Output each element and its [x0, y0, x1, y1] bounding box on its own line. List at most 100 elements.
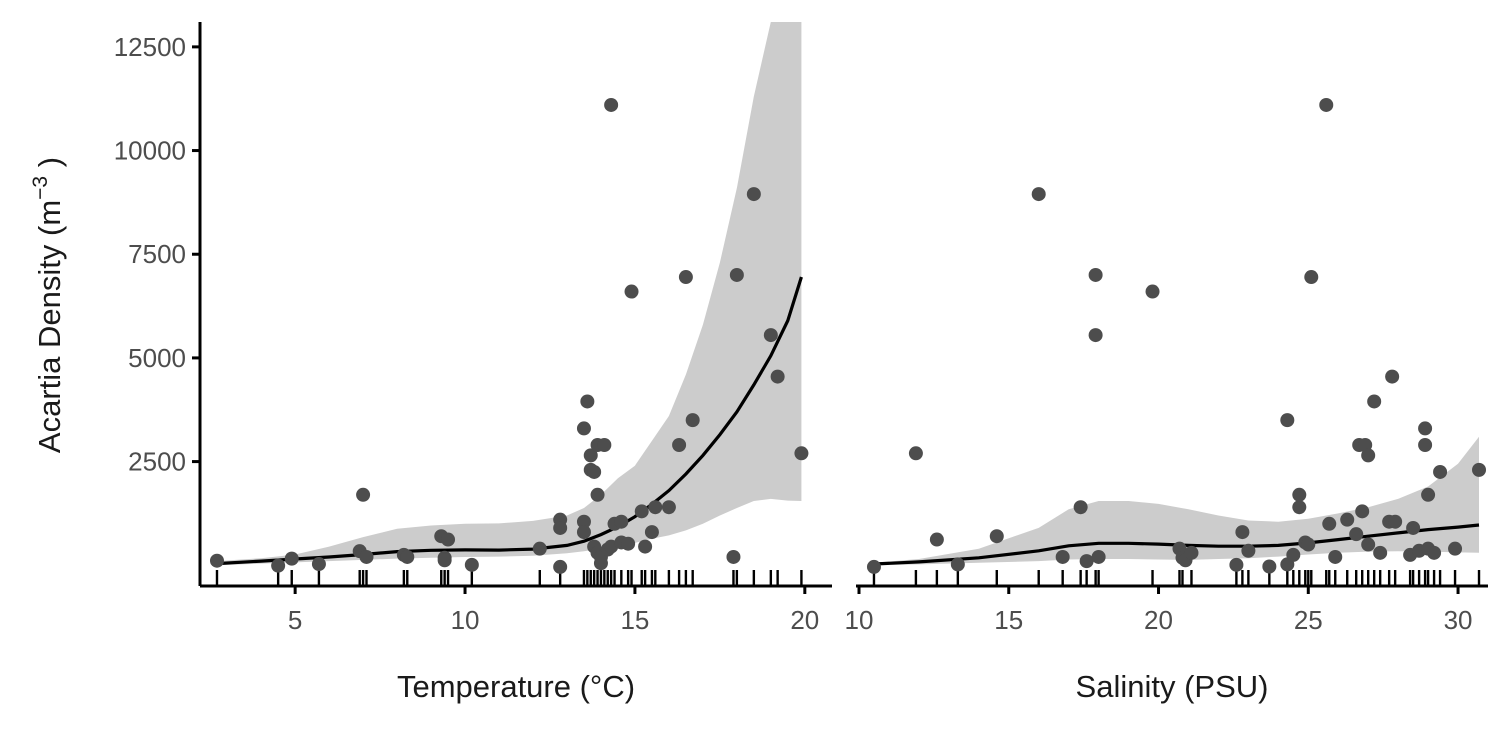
temperature-data-point: [587, 464, 602, 479]
temperature-x-tick-label: 15: [620, 605, 649, 635]
temperature-data-point: [576, 525, 591, 540]
y-tick-label: 12500: [114, 32, 186, 62]
temperature-x-tick-label: 5: [288, 605, 302, 635]
salinity-data-point: [1433, 464, 1448, 479]
salinity-data-point: [1031, 187, 1046, 202]
x-axis-title-salinity: Salinity (PSU): [1076, 669, 1269, 704]
salinity-data-point: [1145, 284, 1160, 299]
salinity-data-point: [1091, 549, 1106, 564]
temperature-data-point: [644, 525, 659, 540]
temperature-x-tick-label: 20: [790, 605, 819, 635]
temperature-confidence-band: [217, 22, 802, 566]
salinity-smooth-line: [873, 523, 1480, 566]
temperature-data-point: [532, 541, 547, 556]
salinity-data-point: [1184, 545, 1199, 560]
temperature-data-point: [763, 328, 778, 343]
salinity-x-tick-label: 30: [1444, 605, 1473, 635]
salinity-data-point: [866, 559, 881, 574]
salinity-data-point: [1361, 448, 1376, 463]
salinity-data-point: [1448, 541, 1463, 556]
temperature-data-point: [553, 520, 568, 535]
salinity-data-point: [1367, 394, 1382, 409]
salinity-data-point: [1355, 504, 1370, 519]
salinity-data-point: [1421, 487, 1436, 502]
temperature-data-point: [209, 553, 224, 568]
salinity-data-point: [1427, 545, 1442, 560]
salinity-data-point: [1472, 462, 1487, 477]
salinity-data-point: [1349, 527, 1364, 542]
temperature-data-point: [638, 539, 653, 554]
y-axis-title: Acartia Density (m−3 ): [29, 157, 67, 453]
temperature-data-point: [590, 487, 605, 502]
y-tick-label: 2500: [128, 447, 186, 477]
salinity-axes-layer: 10 15 20 25 30: [845, 584, 1488, 635]
salinity-data-point: [1340, 512, 1355, 527]
temperature-data-point: [746, 187, 761, 202]
temperature-data-point: [597, 438, 612, 452]
salinity-data-point: [1388, 514, 1403, 529]
temperature-points-layer: [209, 97, 809, 574]
salinity-data-point: [1304, 270, 1319, 285]
temperature-data-point: [437, 553, 452, 568]
temperature-data-point: [685, 413, 700, 428]
salinity-data-point: [1322, 516, 1337, 531]
temperature-data-point: [553, 559, 568, 574]
salinity-data-point: [1055, 549, 1070, 564]
salinity-data-point: [1385, 369, 1400, 384]
y-axis-title-exponent: −3: [29, 176, 52, 200]
salinity-data-point: [1292, 500, 1307, 515]
temperature-data-point: [729, 267, 744, 282]
salinity-data-point: [1280, 413, 1295, 428]
temperature-data-point: [661, 500, 676, 515]
temperature-data-point: [678, 270, 693, 285]
temperature-data-point: [726, 549, 741, 564]
salinity-data-point: [1406, 520, 1421, 535]
salinity-data-point: [1262, 559, 1277, 574]
x-axis-title-temperature: Temperature (°C): [397, 669, 635, 704]
salinity-data-point: [1241, 543, 1256, 558]
temperature-data-point: [271, 558, 286, 573]
temperature-data-point: [634, 504, 649, 519]
temperature-data-point: [311, 557, 326, 572]
temperature-x-tick-label: 10: [451, 605, 480, 635]
salinity-x-tick-label: 15: [994, 605, 1023, 635]
salinity-data-point: [929, 532, 944, 547]
salinity-data-point: [1292, 487, 1307, 502]
temperature-axes-layer: 5 10 15 20 2500 5000 7500 10000 12500: [114, 22, 832, 635]
temperature-data-point: [284, 551, 299, 566]
temperature-data-point: [621, 536, 636, 551]
y-axis-title-close: ): [32, 157, 67, 176]
temperature-data-point: [359, 549, 374, 564]
temperature-data-point: [576, 421, 591, 436]
salinity-data-point: [1088, 328, 1103, 343]
y-tick-label: 7500: [128, 239, 186, 269]
temperature-data-point: [464, 557, 479, 572]
salinity-points-layer: [866, 97, 1487, 574]
salinity-data-point: [1073, 500, 1088, 515]
y-axis-title-main: Acartia Density (m: [32, 200, 67, 453]
temperature-data-point: [583, 448, 598, 463]
salinity-data-point: [1088, 267, 1103, 282]
salinity-confidence-band-layer: [873, 436, 1480, 566]
salinity-data-point: [1301, 537, 1316, 552]
temperature-rug-layer: [215, 570, 803, 585]
y-tick-label: 5000: [128, 343, 186, 373]
salinity-data-point: [1319, 97, 1334, 112]
temperature-data-point: [648, 500, 663, 515]
salinity-panel: 10 15 20 25 30 Salinity (PSU): [845, 97, 1488, 704]
salinity-data-point: [1373, 545, 1388, 560]
salinity-data-point: [908, 446, 923, 461]
salinity-confidence-band: [874, 436, 1479, 566]
temperature-data-point: [356, 487, 371, 502]
salinity-rug-layer: [872, 570, 1481, 585]
salinity-x-tick-label: 20: [1144, 605, 1173, 635]
temperature-data-point: [794, 446, 809, 461]
temperature-data-point: [624, 284, 639, 299]
temperature-data-point: [770, 369, 785, 384]
salinity-data-point: [1418, 438, 1433, 452]
salinity-data-point: [950, 557, 965, 572]
salinity-x-tick-label: 10: [845, 605, 874, 635]
temperature-data-point: [580, 394, 595, 409]
temperature-data-point: [614, 514, 629, 529]
